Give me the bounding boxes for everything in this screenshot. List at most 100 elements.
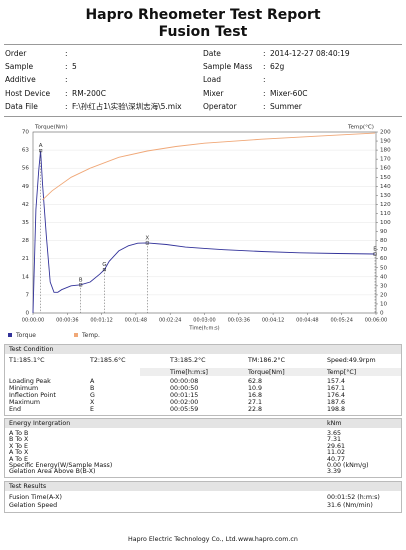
y2-tick-label: 140 xyxy=(380,184,391,190)
section-box xyxy=(4,481,402,513)
cell: 29.61 xyxy=(327,442,346,450)
y2-tick-label: 130 xyxy=(380,193,391,199)
colon: : xyxy=(65,88,68,98)
y2-tick-label: 10 xyxy=(380,301,388,307)
colon: : xyxy=(65,62,68,72)
info-label: Host Device xyxy=(5,88,51,98)
cell: 198.8 xyxy=(327,406,346,413)
colon: : xyxy=(65,49,68,58)
x-tick-label: 00:04:12 xyxy=(262,318,284,324)
cell: 16.8 xyxy=(248,392,263,399)
cell: 10.9 xyxy=(248,385,263,392)
cell: A To X xyxy=(9,449,29,457)
cell: B xyxy=(90,385,95,392)
cell: E xyxy=(90,406,94,413)
section-header xyxy=(5,482,401,491)
y2-tick-label: 0 xyxy=(380,311,384,317)
section-title: Energy Intergration xyxy=(9,420,71,427)
section-title: Test Results xyxy=(9,483,47,490)
cell: Fusion Time(A-X) xyxy=(9,494,62,501)
cell: 00:00:50 xyxy=(170,385,199,392)
column-header xyxy=(140,368,401,376)
cell: G xyxy=(90,392,95,399)
y-tick-label: 7 xyxy=(25,292,29,298)
marker-label: A xyxy=(39,143,43,149)
y-tick-label: 21 xyxy=(22,256,30,262)
cell: X xyxy=(90,399,95,406)
y2-tick-label: 190 xyxy=(380,139,391,145)
footer: www.hapro.com.cn xyxy=(238,536,298,543)
cell: Gelation Area Above B(B-X) xyxy=(9,468,96,476)
info-value: 62g xyxy=(270,62,285,72)
legend-label: Temp. xyxy=(81,332,100,339)
cell: 167.1 xyxy=(327,385,346,392)
x-tick-label: 00:04:48 xyxy=(296,318,318,324)
cell: 00:05:59 xyxy=(170,406,199,413)
condition: TM:186.2°C xyxy=(248,357,285,364)
info-value: RM-200C xyxy=(72,88,106,98)
y2-tick-label: 180 xyxy=(380,148,391,154)
condition: T3:185.2°C xyxy=(170,357,206,364)
cell: Maximum xyxy=(9,399,41,406)
cell: 31.6 (Nm/min) xyxy=(327,501,373,509)
series-line xyxy=(32,150,376,314)
info-value: Mixer-60C xyxy=(270,88,308,98)
cell: A To E xyxy=(9,455,28,463)
y2-tick-label: 30 xyxy=(380,283,388,289)
x-tick-label: 00:00:36 xyxy=(56,318,78,324)
marker xyxy=(102,268,107,272)
colon: : xyxy=(65,101,68,111)
legend-swatch xyxy=(8,333,12,337)
column-header: Torque[Nm] xyxy=(248,368,285,376)
cell: 11.02 xyxy=(327,449,346,457)
cell: 27.1 xyxy=(248,399,263,406)
x-tick-label: 00:01:48 xyxy=(125,318,147,324)
y-tick-label: 63 xyxy=(22,148,30,154)
y2-tick-label: 200 xyxy=(380,130,391,136)
y2-axis-label: Temp(°C) xyxy=(347,125,374,131)
info-label: Additive xyxy=(5,75,36,85)
colon: : xyxy=(263,101,266,111)
cell: Loading Peak xyxy=(9,378,51,385)
colon: : xyxy=(263,49,266,58)
marker xyxy=(373,252,377,256)
x-tick-label: 00:00:00 xyxy=(22,318,44,324)
cell: 157.4 xyxy=(327,378,346,385)
cell: Gelation Speed xyxy=(9,501,58,509)
x-tick-label: 00:01:12 xyxy=(90,318,112,324)
cell: 00:01:15 xyxy=(170,392,199,399)
info-value: 2014-12-27 08:40:19 xyxy=(270,49,350,58)
cell: 187.6 xyxy=(327,399,346,406)
rule xyxy=(4,44,402,45)
cell: A xyxy=(90,378,95,385)
info-label: Operator xyxy=(203,101,237,111)
y2-tick-label: 80 xyxy=(380,238,388,244)
section-header xyxy=(5,419,401,428)
y2-tick-label: 90 xyxy=(380,229,388,235)
section-box xyxy=(4,344,402,416)
legend-swatch xyxy=(74,333,78,337)
y-tick-label: 0 xyxy=(25,311,29,317)
cell: 3.65 xyxy=(327,430,342,437)
y2-tick-label: 20 xyxy=(380,292,388,298)
unit: kNm xyxy=(327,420,342,427)
info-value: F:\孙红占1\实验\深圳志海\5.mix xyxy=(72,101,182,111)
info-value: Summer xyxy=(270,101,302,111)
y2-tick-label: 100 xyxy=(380,220,391,226)
cell: 3.39 xyxy=(327,468,342,476)
subtitle: Fusion Test xyxy=(158,24,248,40)
info-label: Order xyxy=(5,49,27,58)
colon: : xyxy=(263,62,266,72)
legend-label: Torque xyxy=(15,332,36,339)
column-header: Temp[°C] xyxy=(327,368,357,376)
chart: Torque(Nm) Temp(°C) 0 7 14 21 28 35 42 49 56 63 70 0 1… xyxy=(8,125,391,339)
y2-tick-label: 40 xyxy=(380,274,388,280)
marker-label: G xyxy=(102,262,106,268)
y-axis-label: Torque(Nm) xyxy=(34,125,68,131)
section-header xyxy=(5,345,401,354)
cell: X To E xyxy=(9,442,28,450)
colon: : xyxy=(65,75,68,85)
title: Hapro Rheometer Test Report xyxy=(85,7,321,23)
y2-tick-label: 50 xyxy=(380,265,388,271)
section-title: Test Condition xyxy=(9,346,54,353)
